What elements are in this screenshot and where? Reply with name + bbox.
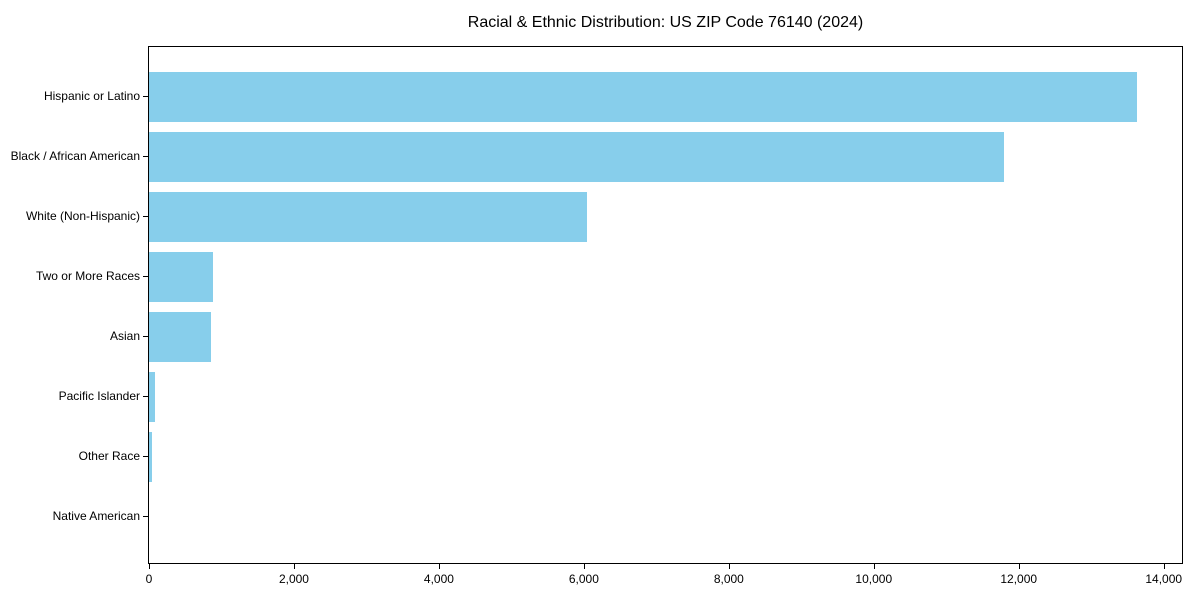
chart-title: Racial & Ethnic Distribution: US ZIP Cod… xyxy=(467,14,864,31)
x-tick-label: 14,000 xyxy=(1145,572,1183,586)
y-tick-mark xyxy=(143,276,148,277)
y-tick-label: Other Race xyxy=(78,449,140,463)
x-tick-mark xyxy=(1163,564,1165,569)
y-tick-label: Black / African American xyxy=(10,149,140,163)
x-tick-mark xyxy=(293,564,295,569)
y-tick-label: Pacific Islander xyxy=(58,389,140,403)
y-tick-mark xyxy=(143,336,148,337)
y-tick-label: Native American xyxy=(52,509,140,523)
x-tick-mark xyxy=(1018,564,1020,569)
bar xyxy=(149,372,155,422)
y-tick-mark xyxy=(143,216,148,217)
x-tick-mark xyxy=(438,564,440,569)
x-tick-label: 8,000 xyxy=(713,572,744,586)
y-tick-mark xyxy=(143,396,148,397)
y-tick-mark xyxy=(143,516,148,517)
x-tick-label: 4,000 xyxy=(423,572,454,586)
x-tick-mark xyxy=(728,564,730,569)
y-tick-label: Two or More Races xyxy=(35,269,140,283)
x-tick-mark xyxy=(149,564,150,569)
y-tick-mark xyxy=(143,96,148,97)
x-tick-mark xyxy=(873,564,875,569)
x-tick-label: 2,000 xyxy=(278,572,309,586)
bar xyxy=(149,432,153,482)
y-tick-label: White (Non-Hispanic) xyxy=(25,209,140,223)
x-tick-label: 0 xyxy=(145,572,153,586)
bar xyxy=(149,192,588,242)
x-tick-label: 10,000 xyxy=(855,572,893,586)
plot-area xyxy=(148,46,1183,564)
bar xyxy=(149,312,211,362)
bar xyxy=(149,72,1137,122)
x-tick-mark xyxy=(583,564,585,569)
x-tick-label: 12,000 xyxy=(1000,572,1038,586)
y-tick-mark xyxy=(143,156,148,157)
y-tick-label: Hispanic or Latino xyxy=(43,89,140,103)
y-tick-mark xyxy=(143,456,148,457)
bar xyxy=(149,252,213,302)
bar xyxy=(149,132,1004,182)
x-tick-label: 6,000 xyxy=(568,572,599,586)
y-tick-label: Asian xyxy=(109,329,140,343)
